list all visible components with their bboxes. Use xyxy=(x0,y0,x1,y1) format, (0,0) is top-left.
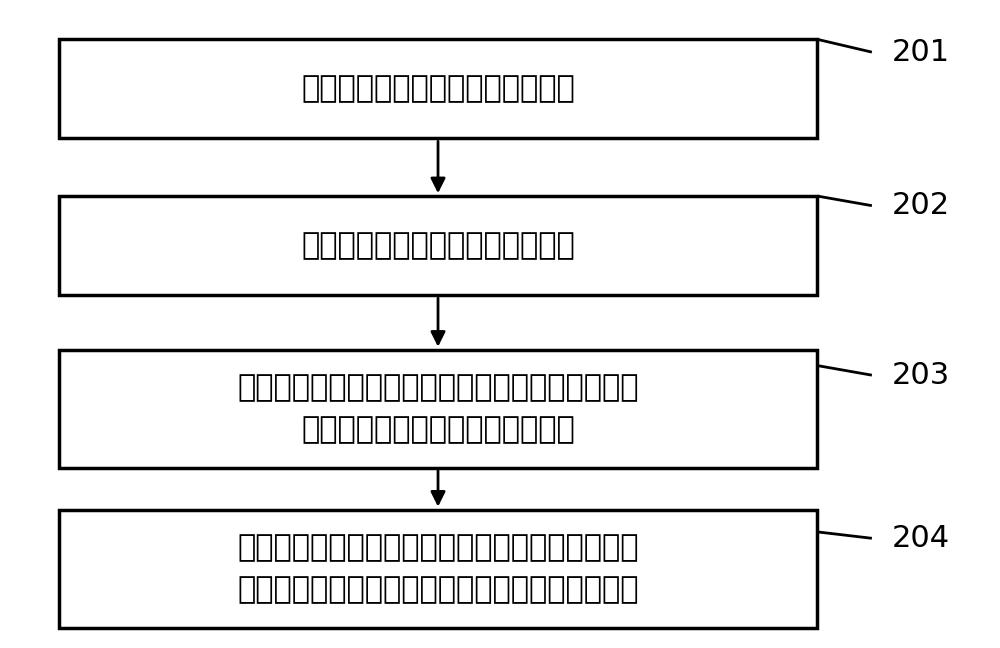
Bar xyxy=(59,509,817,628)
Text: 终端设备确定上行免授权传输资源: 终端设备确定上行免授权传输资源 xyxy=(301,75,575,104)
Bar xyxy=(59,349,817,468)
Text: 202: 202 xyxy=(892,191,950,220)
Bar xyxy=(59,40,817,139)
Text: 已进入活动状态的所述终端设备通过所述上行免授
权传输资源将所述目标待传输数据发送给网络设备: 已进入活动状态的所述终端设备通过所述上行免授 权传输资源将所述目标待传输数据发送… xyxy=(237,533,639,605)
Text: 204: 204 xyxy=(892,524,950,553)
Text: 201: 201 xyxy=(892,38,950,67)
Text: 所述终端设备确定目标待传输数据: 所述终端设备确定目标待传输数据 xyxy=(301,231,575,260)
Bar xyxy=(59,196,817,295)
Text: 在所述终端设备已配置有非连续接收且处于休眠状
态时，所述终端设备进入活动状态: 在所述终端设备已配置有非连续接收且处于休眠状 态时，所述终端设备进入活动状态 xyxy=(237,373,639,445)
Text: 203: 203 xyxy=(892,361,950,389)
